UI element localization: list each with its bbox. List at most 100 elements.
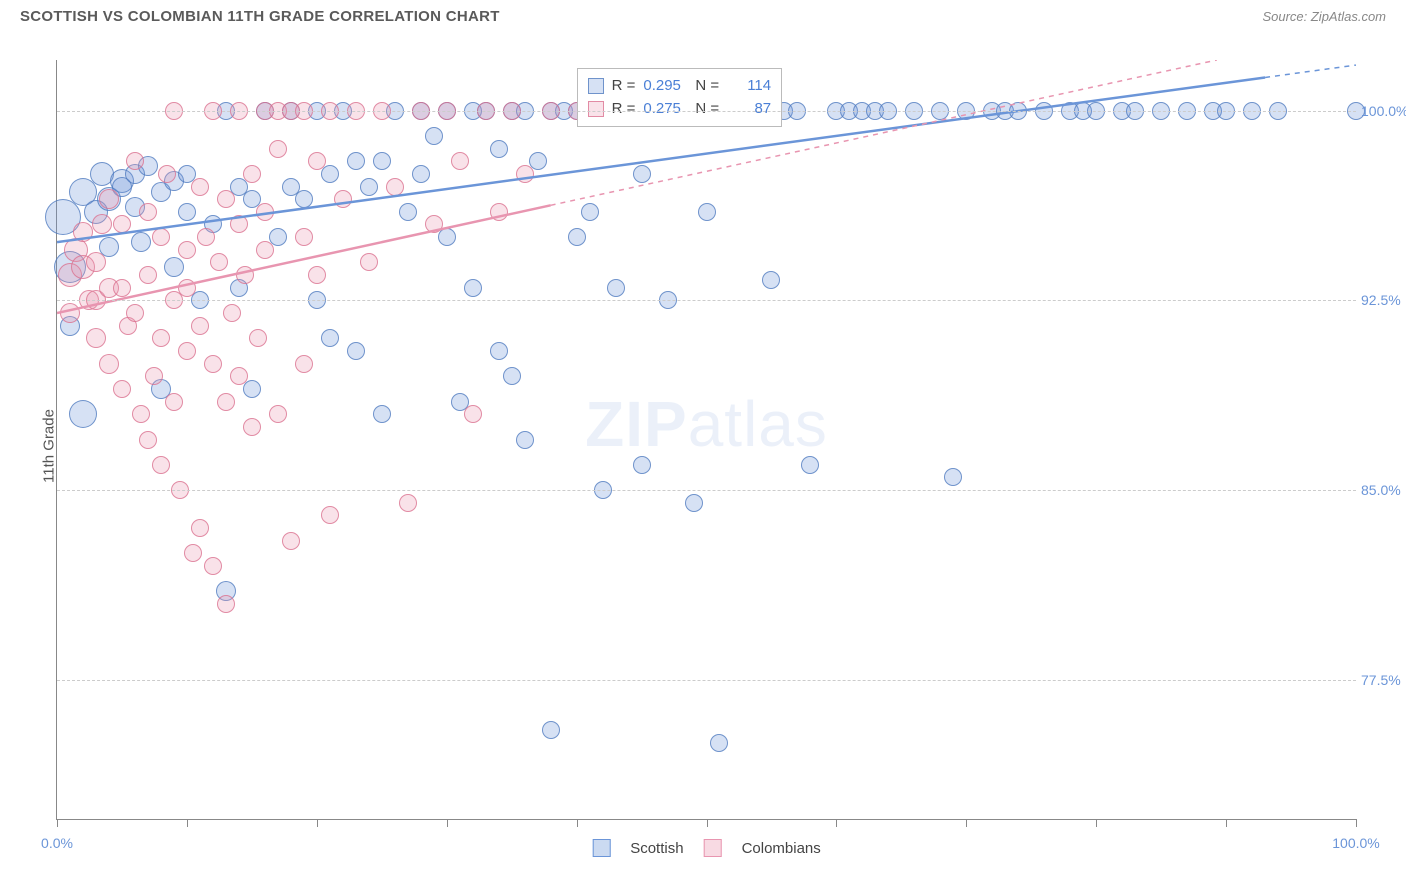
stats-n-label: N = (695, 98, 719, 121)
source-label: Source: ZipAtlas.com (1262, 9, 1386, 24)
scatter-point (256, 203, 274, 221)
scatter-point (69, 400, 97, 428)
scatter-point (139, 203, 157, 221)
scatter-point (321, 165, 339, 183)
scatter-point (113, 279, 131, 297)
scatter-point (236, 266, 254, 284)
scatter-point (386, 178, 404, 196)
scatter-point (126, 304, 144, 322)
scatter-point (490, 342, 508, 360)
scatter-point (633, 456, 651, 474)
xtick (57, 819, 58, 827)
xtick (966, 819, 967, 827)
scatter-point (145, 367, 163, 385)
gridline (57, 490, 1356, 491)
scatter-point (438, 228, 456, 246)
scatter-point (425, 215, 443, 233)
scatter-point (126, 152, 144, 170)
scatter-point (164, 257, 184, 277)
legend-swatch (704, 839, 722, 857)
scatter-point (184, 544, 202, 562)
gridline (57, 300, 1356, 301)
xtick (707, 819, 708, 827)
legend: Scottish Colombians (592, 839, 821, 857)
scatter-point (132, 405, 150, 423)
scatter-point (204, 557, 222, 575)
stats-n-value: 114 (727, 75, 771, 98)
scatter-point (516, 431, 534, 449)
xtick (1356, 819, 1357, 827)
scatter-point (412, 165, 430, 183)
scatter-point (217, 393, 235, 411)
stats-n-label: N = (695, 75, 719, 98)
legend-label: Colombians (742, 840, 821, 857)
xtick (836, 819, 837, 827)
scatter-point (464, 405, 482, 423)
scatter-point (944, 468, 962, 486)
scatter-point (568, 228, 586, 246)
scatter-point (86, 328, 106, 348)
scatter-point (139, 266, 157, 284)
stats-r-value: 0.295 (643, 75, 687, 98)
chart-area: ZIPatlas R =0.295N =114R =0.275N =87 Sco… (56, 60, 1356, 820)
scatter-point (321, 329, 339, 347)
scatter-point (178, 241, 196, 259)
scatter-point (295, 228, 313, 246)
scatter-point (581, 203, 599, 221)
chart-title: SCOTTISH VS COLOMBIAN 11TH GRADE CORRELA… (20, 8, 500, 25)
scatter-point (249, 329, 267, 347)
scatter-point (223, 304, 241, 322)
scatter-point (243, 380, 261, 398)
scatter-point (425, 127, 443, 145)
ytick-label: 92.5% (1361, 292, 1406, 308)
scatter-point (165, 393, 183, 411)
scatter-point (464, 279, 482, 297)
scatter-point (542, 721, 560, 739)
scatter-point (86, 252, 106, 272)
scatter-point (60, 303, 80, 323)
scatter-point (269, 405, 287, 423)
scatter-point (607, 279, 625, 297)
scatter-point (360, 178, 378, 196)
scatter-point (399, 203, 417, 221)
stats-swatch (588, 78, 604, 94)
scatter-point (158, 165, 176, 183)
ytick-label: 77.5% (1361, 672, 1406, 688)
scatter-point (269, 140, 287, 158)
scatter-point (178, 342, 196, 360)
stats-swatch (588, 101, 604, 117)
stats-row: R =0.295N =114 (588, 75, 772, 98)
legend-label: Scottish (630, 840, 683, 857)
gridline (57, 111, 1356, 112)
scatter-point (152, 329, 170, 347)
scatter-point (113, 380, 131, 398)
scatter-point (191, 178, 209, 196)
scatter-point (698, 203, 716, 221)
scatter-point (347, 152, 365, 170)
scatter-point (399, 494, 417, 512)
scatter-point (373, 405, 391, 423)
scatter-point (685, 494, 703, 512)
scatter-point (131, 232, 151, 252)
xtick (1096, 819, 1097, 827)
scatter-point (178, 279, 196, 297)
scatter-point (282, 532, 300, 550)
scatter-point (99, 189, 119, 209)
yaxis-title: 11th Grade (40, 409, 57, 483)
scatter-point (99, 354, 119, 374)
scatter-point (762, 271, 780, 289)
scatter-point (451, 152, 469, 170)
stats-n-value: 87 (727, 98, 771, 121)
scatter-point (197, 228, 215, 246)
scatter-point (347, 342, 365, 360)
scatter-point (191, 317, 209, 335)
scatter-point (308, 266, 326, 284)
gridline (57, 680, 1356, 681)
scatter-point (73, 222, 93, 242)
scatter-point (217, 595, 235, 613)
stats-r-label: R = (612, 98, 636, 121)
scatter-point (230, 215, 248, 233)
scatter-point (92, 214, 112, 234)
scatter-point (801, 456, 819, 474)
xtick (1226, 819, 1227, 827)
